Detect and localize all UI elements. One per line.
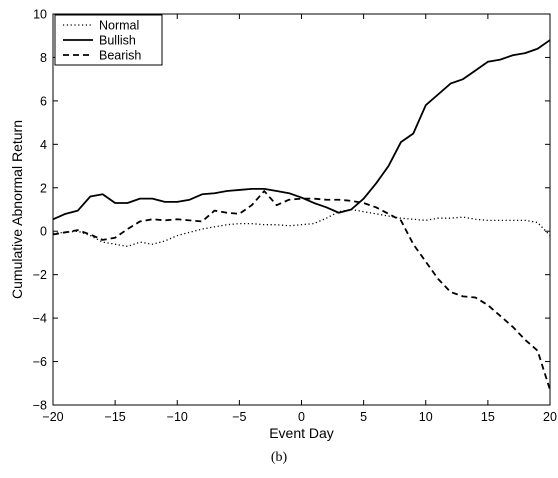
- x-tick-label: −15: [105, 410, 126, 424]
- figure-caption: (b): [270, 450, 288, 465]
- x-tick-label: 5: [360, 410, 367, 424]
- axes-frame: [52, 13, 551, 406]
- y-tick-label: −8: [33, 399, 47, 413]
- x-tick-label: 15: [481, 410, 495, 424]
- legend-label-bullish: Bullish: [99, 34, 136, 48]
- y-tick-label: −6: [33, 355, 47, 369]
- y-axis-label: Cumulative Abnormal Return: [9, 120, 25, 299]
- x-axis-label: Event Day: [269, 425, 334, 441]
- y-tick-label: 4: [40, 138, 47, 152]
- y-tick-label: −4: [33, 312, 47, 326]
- y-tick-label: −2: [33, 268, 47, 282]
- x-tick-label: −20: [42, 410, 63, 424]
- y-tick-label: 2: [40, 181, 47, 195]
- series-line-bullish: [52, 39, 551, 221]
- x-tick-label: −5: [232, 410, 246, 424]
- legend-label-normal: Normal: [99, 19, 139, 33]
- x-tick-label: 10: [419, 410, 433, 424]
- x-tick-label: 0: [298, 410, 305, 424]
- y-tick-label: 0: [40, 225, 47, 239]
- x-tick-label: −10: [167, 410, 188, 424]
- y-tick-label: 8: [40, 51, 47, 65]
- x-tick-label: 20: [543, 410, 557, 424]
- series-line-bearish: [52, 190, 551, 391]
- y-tick-label: 10: [33, 8, 47, 22]
- legend-label-bearish: Bearish: [99, 49, 141, 63]
- series-line-normal: [52, 208, 551, 248]
- y-tick-label: 6: [40, 94, 47, 108]
